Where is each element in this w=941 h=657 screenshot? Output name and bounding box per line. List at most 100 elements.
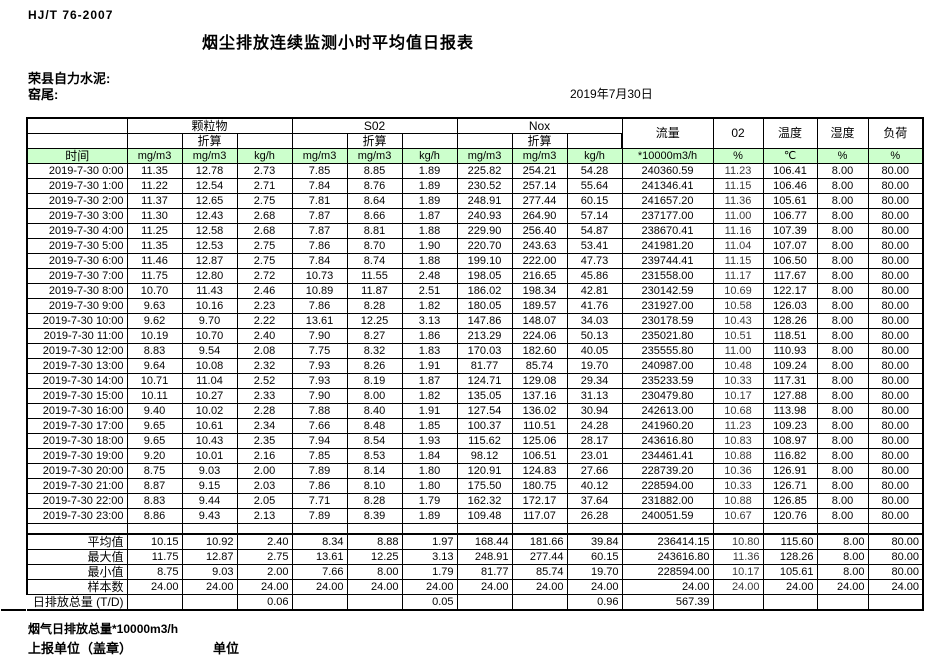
value-cell: 80.00 — [867, 403, 924, 419]
summary-value-cell: 80.00 — [867, 533, 924, 550]
value-cell: 10.19 — [126, 328, 183, 344]
value-cell: 8.86 — [126, 508, 183, 524]
value-cell: 8.53 — [346, 448, 403, 464]
value-cell: 8.74 — [346, 253, 403, 269]
value-cell: 8.85 — [346, 163, 403, 179]
value-cell: 10.89 — [291, 283, 348, 299]
data-row: 2019-7-30 13:00 9.64 10.08 2.32 7.93 8.26 1.91… — [26, 358, 924, 374]
summary-label-cell: 最大值 — [26, 549, 128, 565]
value-cell: 10.83 — [712, 433, 764, 449]
value-cell: 162.32 — [456, 493, 513, 509]
value-cell: 230142.59 — [621, 283, 714, 299]
value-cell: 80.00 — [867, 298, 924, 314]
value-cell: 8.00 — [816, 358, 869, 374]
value-cell: 80.00 — [867, 343, 924, 359]
value-cell: 216.65 — [511, 268, 568, 284]
value-cell: 2.68 — [236, 223, 293, 239]
value-cell: 109.48 — [456, 508, 513, 524]
time-cell: 2019-7-30 4:00 — [26, 223, 128, 239]
page-title: 烟尘排放连续监测小时平均值日报表 — [201, 35, 474, 52]
value-cell: 9.63 — [126, 298, 183, 314]
value-cell: 42.81 — [566, 283, 623, 299]
value-cell: 10.88 — [712, 448, 764, 464]
value-cell: 10.11 — [126, 388, 183, 404]
summary-value-cell: 277.44 — [511, 549, 568, 565]
value-cell: 10.27 — [181, 388, 238, 404]
unit-cell: mg/m3 — [456, 148, 513, 164]
summary-value-cell: 236414.15 — [621, 533, 714, 550]
summary-value-cell: 24.00 — [126, 579, 183, 595]
value-cell: 8.87 — [126, 478, 183, 494]
value-cell: 240.93 — [456, 208, 513, 224]
value-cell: 12.25 — [346, 313, 403, 329]
daily-total-value-cell — [291, 594, 348, 611]
daily-total-value-cell — [346, 594, 403, 611]
summary-value-cell: 19.70 — [566, 564, 623, 580]
summary-value-cell: 24.00 — [712, 579, 764, 595]
daily-total-value-cell: 567.39 — [621, 594, 714, 611]
value-cell: 37.64 — [566, 493, 623, 509]
value-cell: 12.80 — [181, 268, 238, 284]
station-name: 窑尾: — [28, 87, 59, 102]
summary-value-cell: 8.00 — [816, 533, 869, 550]
converted-label: 折算 — [511, 133, 568, 149]
value-cell: 7.85 — [291, 448, 348, 464]
value-cell: 8.00 — [816, 298, 869, 314]
value-cell: 224.06 — [511, 328, 568, 344]
header-row-converted: 折算 折算 折算 — [26, 133, 923, 149]
value-cell: 8.39 — [346, 508, 403, 524]
data-row: 2019-7-30 3:00 11.30 12.43 2.68 7.87 8.66 1.87… — [26, 208, 924, 224]
value-cell: 231927.00 — [621, 298, 714, 314]
value-cell: 12.43 — [181, 208, 238, 224]
value-cell: 10.01 — [181, 448, 238, 464]
value-cell: 10.70 — [181, 328, 238, 344]
summary-value-cell: 10.80 — [712, 533, 764, 550]
value-cell: 80.00 — [867, 463, 924, 479]
summary-value-cell: 81.77 — [456, 564, 513, 580]
value-cell: 47.73 — [566, 253, 623, 269]
value-cell: 229.90 — [456, 223, 513, 239]
value-cell: 8.00 — [816, 418, 869, 434]
value-cell: 7.89 — [291, 463, 348, 479]
time-cell: 2019-7-30 10:00 — [26, 313, 128, 329]
header-empty-cell — [26, 117, 128, 134]
value-cell: 7.85 — [291, 163, 348, 179]
value-cell: 1.87 — [401, 208, 458, 224]
time-cell: 2019-7-30 7:00 — [26, 268, 128, 284]
value-cell: 80.00 — [867, 358, 924, 374]
value-cell: 23.01 — [566, 448, 623, 464]
value-cell: 1.87 — [401, 373, 458, 389]
value-cell: 222.00 — [511, 253, 568, 269]
value-cell: 220.70 — [456, 238, 513, 254]
summary-value-cell: 80.00 — [867, 549, 924, 565]
data-row: 2019-7-30 5:00 11.35 12.53 2.75 7.86 8.70 1.90… — [26, 238, 924, 254]
converted-label: 折算 — [181, 133, 238, 149]
value-cell: 9.70 — [181, 313, 238, 329]
summary-value-cell: 8.88 — [346, 533, 403, 550]
value-cell: 80.00 — [867, 478, 924, 494]
value-cell: 10.68 — [712, 403, 764, 419]
value-cell: 2.48 — [401, 268, 458, 284]
spacer-row — [26, 523, 924, 535]
value-cell: 231882.00 — [621, 493, 714, 509]
value-cell: 182.60 — [511, 343, 568, 359]
table-body: 颗粒物 S02 Nox 流量 02 温度 湿度 负荷 折算 折算 折算 — [26, 117, 924, 611]
flue-gas-total-label: 烟气日排放总量*10000m3/h — [28, 622, 179, 636]
value-cell: 10.70 — [126, 283, 183, 299]
value-cell: 7.81 — [291, 193, 348, 209]
time-cell: 2019-7-30 16:00 — [26, 403, 128, 419]
value-cell: 11.04 — [712, 238, 764, 254]
summary-value-cell: 13.61 — [291, 549, 348, 565]
header-empty-cell — [291, 133, 348, 149]
col-header-time: 时间 — [26, 148, 128, 164]
value-cell: 10.48 — [712, 358, 764, 374]
empty-cell — [181, 523, 238, 535]
data-row: 2019-7-30 0:00 11.35 12.78 2.73 7.85 8.85 1.89… — [26, 163, 924, 179]
summary-row: 样本数 24.00 24.00 24.00 24.00 24.00 24.00 24.00 24… — [26, 579, 924, 595]
value-cell: 2.00 — [236, 463, 293, 479]
value-cell: 113.98 — [762, 403, 818, 419]
time-cell: 2019-7-30 18:00 — [26, 433, 128, 449]
value-cell: 8.19 — [346, 373, 403, 389]
value-cell: 106.50 — [762, 253, 818, 269]
value-cell: 30.94 — [566, 403, 623, 419]
